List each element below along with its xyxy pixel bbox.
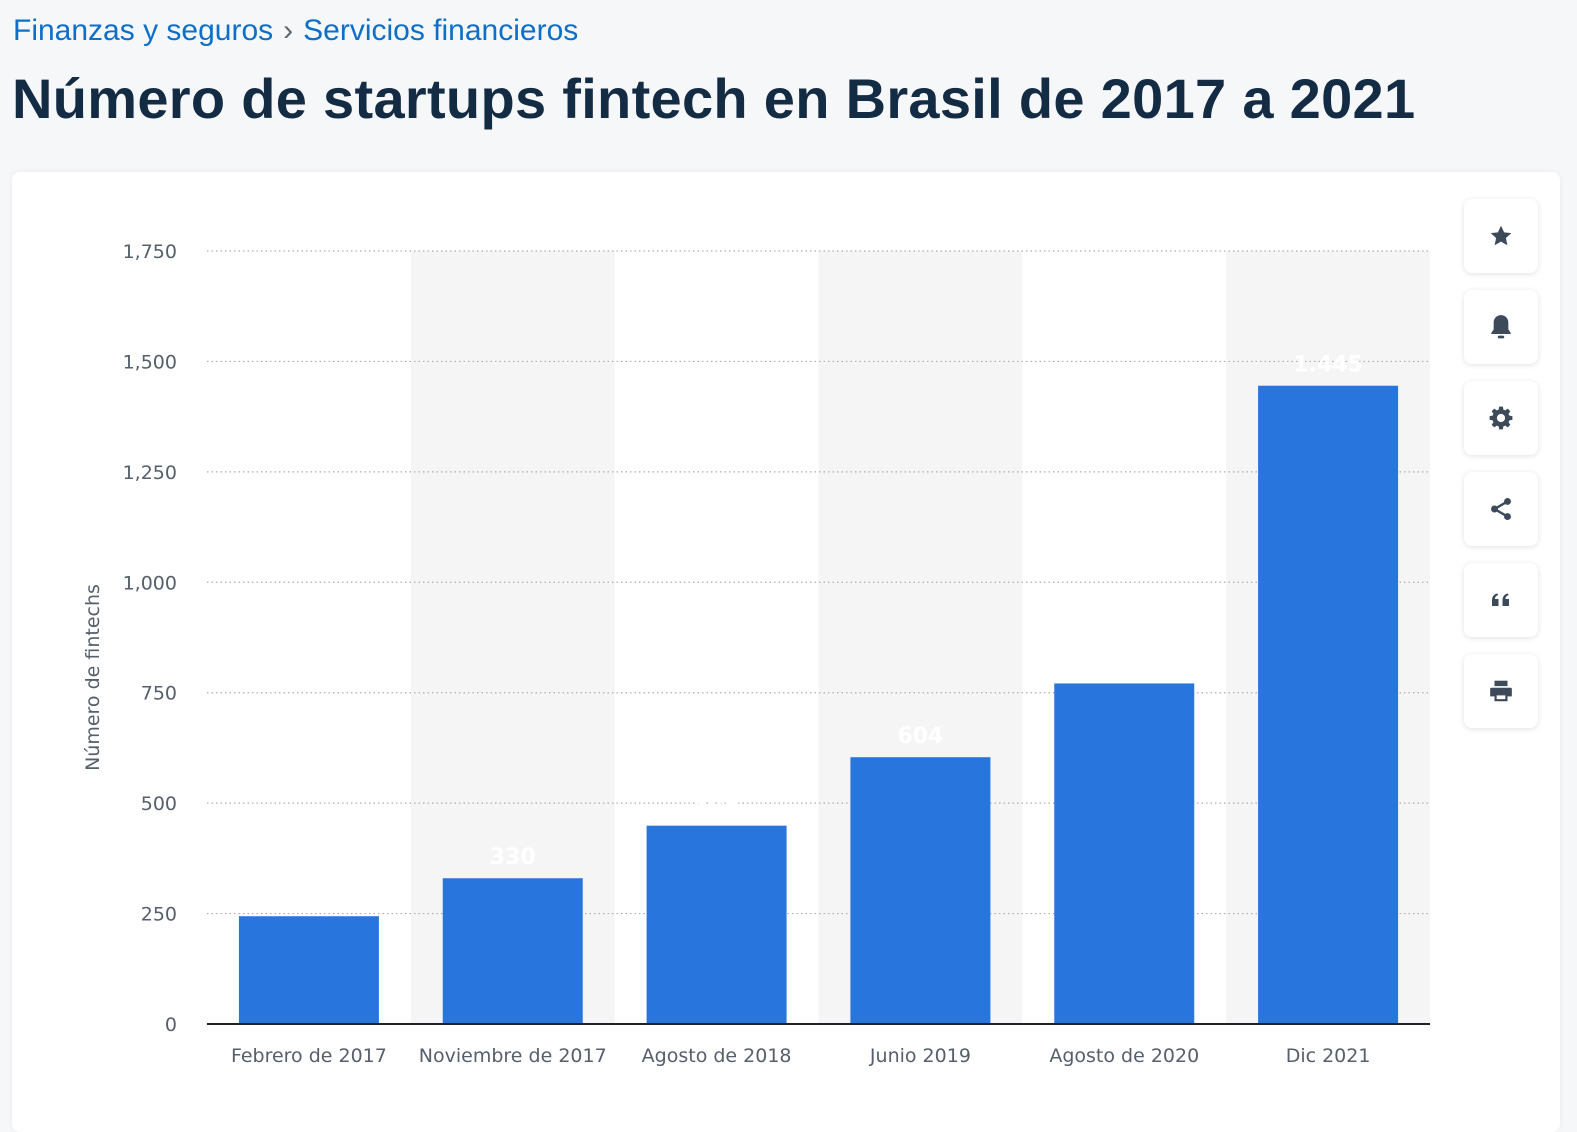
bar (1258, 385, 1399, 1024)
chart-bars (238, 385, 1399, 1024)
y-tick-label: 1,000 (123, 572, 177, 594)
breadcrumb-link-finanzas[interactable]: Finanzas y seguros (13, 14, 274, 47)
data-label: 244 (286, 883, 332, 908)
bar (442, 878, 583, 1024)
chart-toolbar (1464, 199, 1538, 745)
bar (850, 757, 991, 1024)
bar (646, 825, 787, 1024)
x-tick-label: Junio 2019 (869, 1045, 971, 1067)
y-tick-label: 1,500 (123, 351, 177, 373)
breadcrumb-link-servicios[interactable]: Servicios financieros (303, 14, 579, 47)
bar-chart: 244 330 449 604 771 1.445 0 250 500 750 1,000 1,25… (82, 241, 1430, 1067)
y-axis-label: Número de fintechs (82, 584, 104, 771)
data-label: 1.445 (1293, 353, 1363, 378)
data-label: 604 (897, 724, 943, 749)
favorite-button[interactable] (1464, 199, 1538, 273)
y-tick-label: 0 (165, 1014, 177, 1036)
x-axis-ticks: Febrero de 2017 Noviembre de 2017 Agosto d… (231, 1045, 1371, 1067)
y-tick-label: 1,250 (123, 462, 177, 484)
chart-gridlines (207, 250, 1430, 915)
gear-icon (1489, 406, 1513, 430)
notification-button[interactable] (1464, 290, 1538, 364)
y-axis-ticks: 0 250 500 750 1,000 1,250 1,500 1,750 (123, 241, 177, 1036)
chart-data-labels: 244 330 449 604 771 1.445 (286, 353, 1363, 908)
settings-button[interactable] (1464, 381, 1538, 455)
bell-icon (1491, 315, 1511, 339)
bar (1054, 683, 1195, 1024)
star-icon (1490, 225, 1512, 246)
share-button[interactable] (1464, 472, 1538, 546)
x-tick-label: Dic 2021 (1286, 1045, 1371, 1067)
y-tick-label: 1,750 (123, 241, 177, 263)
share-icon (1491, 497, 1511, 521)
breadcrumb: Finanzas y seguros › Servicios financieros (13, 14, 578, 48)
data-label: 771 (1101, 650, 1147, 675)
cite-button[interactable] (1464, 563, 1538, 637)
y-tick-label: 250 (141, 904, 177, 926)
quote-icon (1492, 593, 1509, 606)
x-tick-label: Noviembre de 2017 (419, 1045, 607, 1067)
breadcrumb-separator: › (283, 14, 294, 47)
y-tick-label: 500 (141, 793, 177, 815)
print-icon (1490, 680, 1512, 702)
bar (238, 916, 379, 1024)
print-button[interactable] (1464, 654, 1538, 728)
x-tick-label: Febrero de 2017 (231, 1045, 387, 1067)
page-title: Número de startups fintech en Brasil de … (12, 67, 1416, 130)
y-tick-label: 750 (141, 683, 177, 705)
data-label: 449 (694, 793, 740, 818)
data-label: 330 (490, 845, 536, 870)
x-tick-label: Agosto de 2020 (1049, 1045, 1199, 1067)
x-tick-label: Agosto de 2018 (642, 1045, 792, 1067)
